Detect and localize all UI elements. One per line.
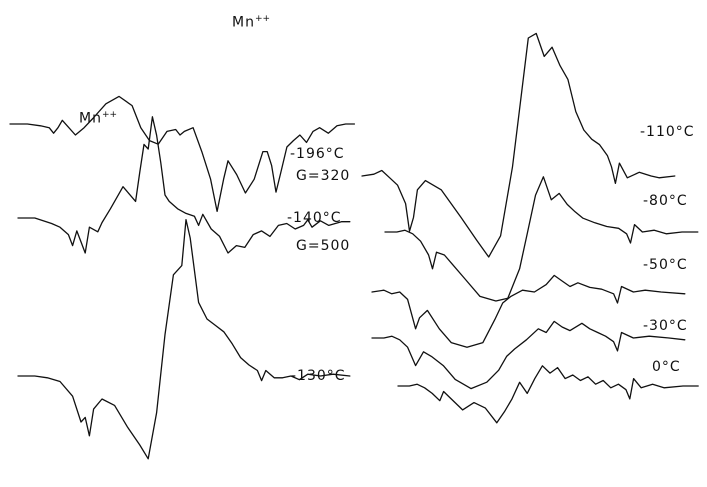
label-minus130C: -130°C: [291, 368, 346, 384]
label-minus80C: -80°C: [643, 193, 688, 209]
gain-label-320: G=320: [296, 168, 351, 184]
spectrum-minus50C: [371, 274, 686, 348]
spectrum-minus30C: [371, 320, 686, 390]
label-minus196C: -196°C: [290, 146, 345, 162]
spectrum-0C: [397, 365, 699, 424]
label-minus140C: -140°C: [287, 210, 342, 226]
label-minus30C: -30°C: [643, 318, 688, 334]
spectrum-minus110C: [361, 32, 676, 258]
mn-left-label: Mn++: [79, 110, 118, 127]
label-0C: 0°C: [652, 359, 681, 375]
gain-label-500: G=500: [296, 238, 351, 254]
mn-peak-label: Mn++: [232, 14, 271, 31]
spectrum-minus130C: [17, 218, 351, 460]
label-minus50C: -50°C: [643, 257, 688, 273]
label-minus110C: -110°C: [640, 124, 695, 140]
spectrum-minus80C: [384, 176, 699, 302]
spectrum-minus196C: [9, 95, 356, 213]
spectrum-minus140C: [17, 116, 351, 254]
